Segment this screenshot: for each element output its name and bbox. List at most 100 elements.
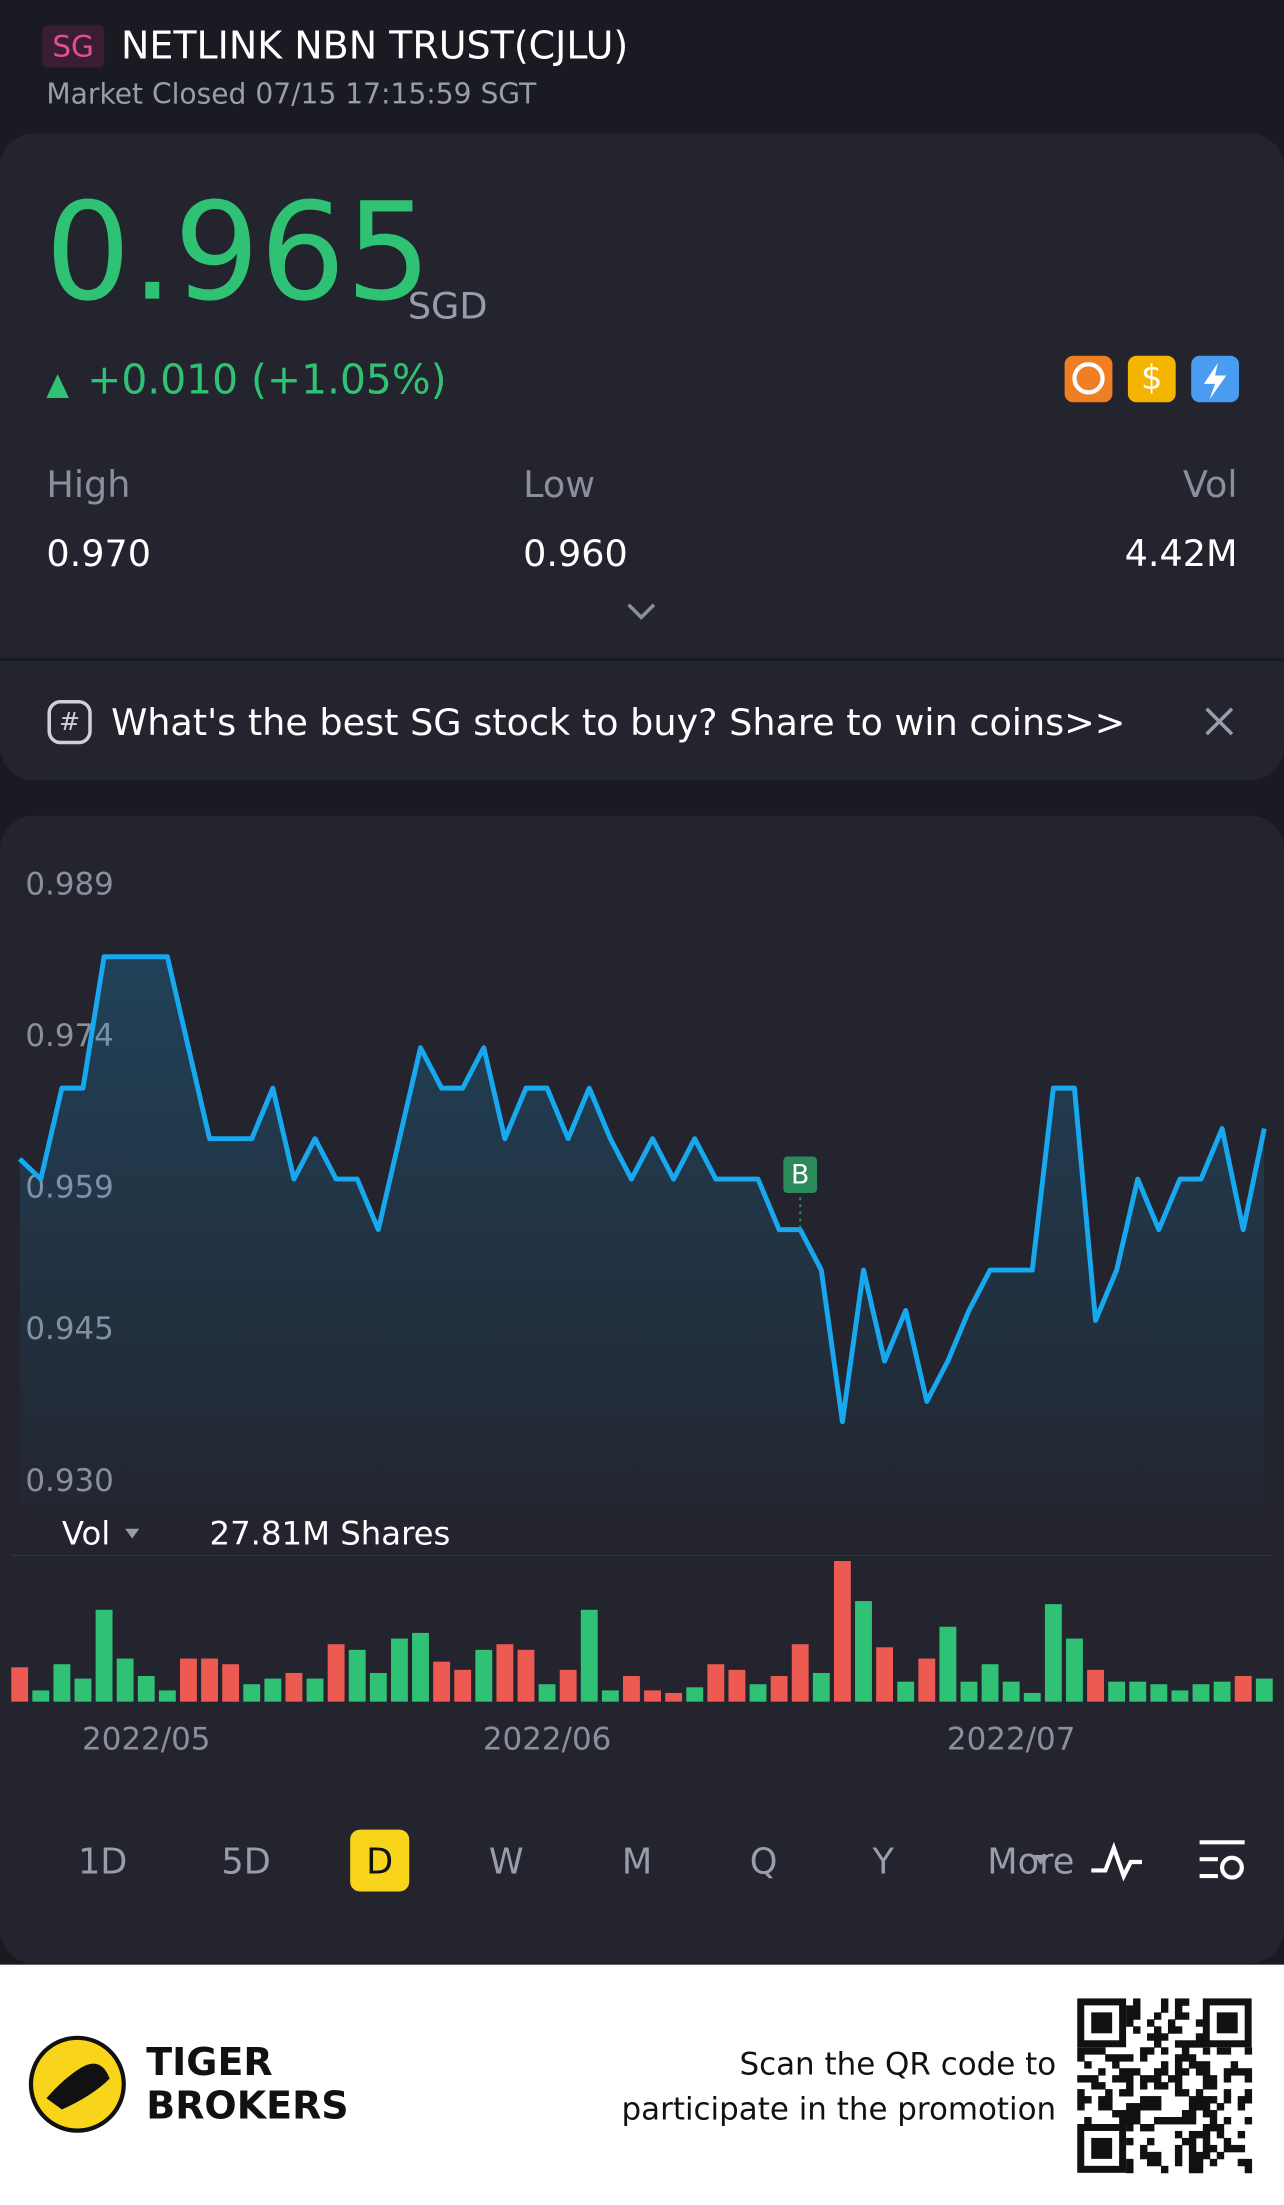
qr-cell (1105, 2096, 1113, 2104)
qr-cell (1223, 2075, 1232, 2083)
qr-cell (1153, 2040, 1162, 2048)
qr-cell (1244, 2117, 1253, 2125)
qr-cell (1140, 2082, 1148, 2090)
qr-cell (1181, 2068, 1190, 2076)
qr-cell (1174, 2075, 1183, 2083)
period-button[interactable]: Q (750, 1841, 778, 1882)
qr-cell (1188, 2110, 1197, 2118)
qr-cell (1174, 2144, 1183, 2153)
period-button[interactable]: More (987, 1841, 1074, 1882)
qr-cell (1160, 2033, 1169, 2041)
trade-marker-label: B (791, 1160, 809, 1191)
qr-cell (1202, 2110, 1211, 2118)
qr-cell (1202, 2082, 1211, 2090)
qr-cell (1188, 2061, 1197, 2069)
qr-cell (1077, 2047, 1085, 2055)
qr-cell (1188, 2040, 1197, 2048)
qr-cell (1223, 2117, 1232, 2125)
qr-cell (1174, 2040, 1183, 2048)
qr-cell (1126, 2082, 1134, 2090)
volume-bar (390, 1638, 408, 1702)
qr-cell (1133, 2005, 1141, 2013)
qr-cell (1188, 2151, 1197, 2160)
volume-bar (1002, 1681, 1020, 1702)
qr-cell (1181, 2137, 1190, 2146)
volume-bar (644, 1690, 661, 1702)
expand-button[interactable] (627, 603, 656, 620)
qr-cell (1126, 2089, 1134, 2097)
stat-label: Vol (1183, 463, 1238, 506)
period-button[interactable]: Y (871, 1841, 894, 1882)
icon-glyph (1072, 362, 1105, 395)
price-chart: 0.9890.9740.9590.9450.9302022/052022/062… (11, 867, 1273, 1758)
banner-text[interactable]: What's the best SG stock to buy? Share t… (111, 701, 1125, 744)
qr-cell (1153, 2117, 1162, 2125)
qr-cell (1160, 2005, 1169, 2013)
qr-cell (1077, 2089, 1085, 2097)
qr-cell (1209, 2096, 1218, 2104)
qr-cell (1223, 2089, 1232, 2097)
volume-label[interactable]: Vol (62, 1515, 110, 1553)
qr-cell (1119, 2110, 1127, 2118)
qr-cell (1160, 2047, 1169, 2055)
qr-cell (1230, 2144, 1239, 2153)
close-button[interactable] (1205, 707, 1234, 736)
qr-cell (1084, 2096, 1092, 2104)
stat-label: Low (523, 463, 595, 506)
qr-cell (1181, 1998, 1190, 2006)
volume-bar (433, 1661, 451, 1702)
indicator-button[interactable] (1091, 1841, 1142, 1882)
qr-cell (1167, 2075, 1176, 2083)
qr-cell (1209, 2144, 1218, 2153)
qr-cell (1126, 2123, 1134, 2132)
qr-cell (1091, 2075, 1099, 2083)
period-button[interactable]: 1D (78, 1841, 127, 1882)
qr-cell (1147, 2075, 1155, 2083)
qr-cell (1119, 2054, 1127, 2062)
qr-cell (1195, 2068, 1204, 2076)
qr-cell (1084, 2047, 1092, 2055)
qr-finder (1202, 1998, 1252, 2048)
qr-cell (1126, 2068, 1134, 2076)
qr-cell (1202, 2123, 1211, 2132)
qr-cell (1077, 2096, 1085, 2104)
qr-cell (1133, 2103, 1141, 2111)
qr-cell (1153, 2096, 1162, 2104)
icon (1064, 355, 1113, 403)
volume-bar (749, 1684, 767, 1702)
qr-cell (1209, 2075, 1218, 2083)
period-button[interactable]: M (622, 1841, 652, 1882)
volume-bar (601, 1690, 619, 1702)
volume-bar (454, 1669, 472, 1702)
qr-cell (1216, 2103, 1225, 2111)
qr-cell (1202, 2130, 1211, 2139)
qr-cell (1195, 2165, 1204, 2174)
quote-card (0, 133, 1284, 781)
qr-cell (1209, 2082, 1218, 2090)
volume-bar (53, 1664, 71, 1702)
period-button[interactable]: W (489, 1841, 524, 1882)
volume-bar (306, 1678, 324, 1702)
qr-finder (1077, 2123, 1127, 2173)
volume-bar (1192, 1684, 1210, 1702)
qr-cell (1160, 2117, 1169, 2125)
qr-cell (1112, 2054, 1120, 2062)
qr-cell (1147, 2151, 1155, 2160)
qr-cell (1181, 2040, 1190, 2048)
period-button[interactable]: 5D (221, 1841, 270, 1882)
settings-button[interactable] (1199, 1840, 1245, 1879)
qr-cell (1098, 2103, 1106, 2111)
price-area (19, 956, 1265, 1505)
qr-cell (1160, 1998, 1169, 2006)
qr-cell (1202, 2137, 1211, 2146)
qr-cell (1167, 2019, 1176, 2027)
qr-cell (1181, 2047, 1190, 2055)
volume-bar (1087, 1669, 1104, 1702)
qr-cell (1091, 2047, 1099, 2055)
qr-code (1077, 1998, 1253, 2174)
qr-cell (1174, 2068, 1183, 2076)
period-button[interactable]: D (366, 1841, 393, 1882)
brand: BROKERS (146, 2084, 348, 2128)
qr-cell (1077, 2054, 1085, 2062)
qr-cell (1133, 1998, 1141, 2006)
